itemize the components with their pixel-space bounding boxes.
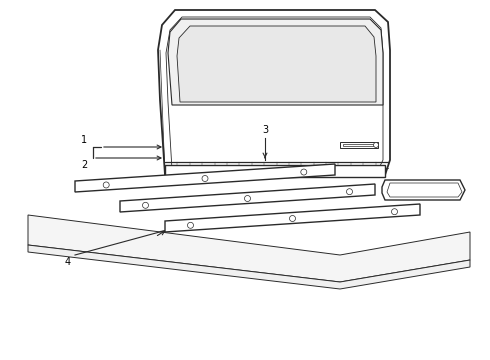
Polygon shape — [28, 245, 470, 289]
Polygon shape — [168, 19, 383, 105]
Polygon shape — [382, 180, 465, 200]
Circle shape — [392, 209, 397, 215]
Polygon shape — [120, 184, 375, 212]
Circle shape — [290, 216, 295, 221]
Circle shape — [301, 169, 307, 175]
Circle shape — [373, 143, 378, 148]
Polygon shape — [158, 10, 390, 175]
Circle shape — [143, 202, 148, 208]
Polygon shape — [340, 142, 378, 148]
Circle shape — [103, 182, 109, 188]
Polygon shape — [165, 165, 385, 177]
Text: 4: 4 — [65, 257, 71, 267]
Circle shape — [346, 189, 352, 195]
Polygon shape — [75, 164, 335, 192]
Text: 1: 1 — [81, 135, 87, 145]
Circle shape — [202, 176, 208, 181]
Text: 2: 2 — [81, 160, 87, 170]
Polygon shape — [165, 204, 420, 232]
Polygon shape — [28, 215, 470, 282]
Text: 3: 3 — [262, 125, 268, 135]
Polygon shape — [177, 26, 376, 102]
Circle shape — [188, 222, 194, 228]
Circle shape — [245, 195, 250, 202]
